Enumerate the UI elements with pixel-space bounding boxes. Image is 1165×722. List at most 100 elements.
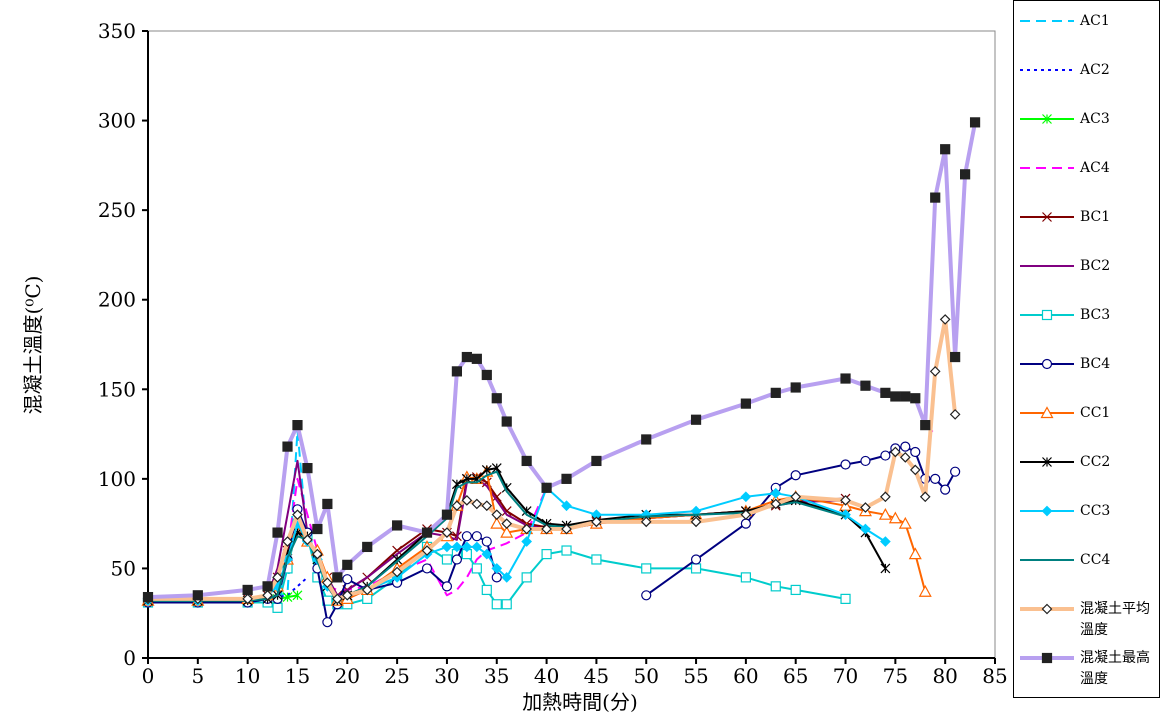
legend-item: CC4 — [1014, 540, 1161, 589]
x-tick-label: 55 — [683, 664, 708, 688]
marker — [501, 416, 512, 427]
legend-label: CC2 — [1080, 454, 1111, 470]
marker — [690, 414, 702, 425]
marker — [890, 446, 901, 458]
marker — [362, 541, 373, 553]
marker — [421, 545, 433, 556]
marker — [840, 593, 851, 604]
marker — [1041, 652, 1053, 664]
marker — [272, 572, 283, 583]
marker — [272, 602, 283, 613]
marker — [561, 523, 572, 535]
marker — [242, 593, 253, 605]
x-tick-label: 20 — [335, 664, 360, 688]
marker — [920, 420, 931, 431]
marker — [471, 563, 482, 574]
legend-label: CC1 — [1080, 405, 1111, 421]
marker — [880, 450, 891, 461]
marker — [860, 455, 871, 467]
marker — [342, 574, 353, 585]
y-tick-label: 100 — [98, 467, 136, 491]
marker — [361, 584, 373, 596]
series — [141, 464, 932, 606]
x-tick-label: 30 — [434, 664, 459, 688]
x-tick-label: 85 — [982, 664, 1007, 688]
x-tick-label: 40 — [534, 664, 559, 688]
legend-swatch — [1020, 406, 1074, 419]
x-tick-label: 35 — [484, 664, 509, 688]
series-line — [148, 470, 846, 602]
marker — [770, 581, 781, 592]
marker — [441, 554, 453, 565]
marker — [500, 525, 514, 538]
marker — [899, 452, 911, 463]
marker — [910, 393, 921, 404]
marker — [860, 380, 871, 391]
legend-swatch — [1020, 309, 1074, 321]
marker — [860, 523, 871, 535]
legend-item: CC3 — [1014, 491, 1161, 540]
marker — [860, 502, 871, 513]
chart: 加熱時間(分) 混凝土溫度(⁰C) 0 50 100 150 200 250 300 350 0… — [21, 19, 1008, 714]
marker — [591, 455, 602, 467]
legend-item: AC4 — [1014, 148, 1161, 197]
marker — [969, 117, 981, 128]
marker — [292, 420, 303, 431]
marker — [322, 577, 333, 589]
marker — [949, 409, 961, 420]
marker — [451, 366, 463, 377]
marker — [451, 541, 463, 553]
marker — [471, 498, 483, 510]
marker — [541, 523, 552, 535]
legend-item: BC4 — [1014, 344, 1161, 393]
marker — [490, 516, 504, 529]
legend-item: CC1 — [1014, 393, 1161, 442]
marker — [481, 548, 493, 560]
marker — [561, 545, 572, 556]
legend-label: BC3 — [1080, 307, 1111, 323]
marker — [880, 491, 891, 503]
marker — [740, 398, 751, 409]
y-tick-label: 350 — [98, 19, 136, 43]
marker — [481, 536, 492, 547]
marker — [939, 314, 951, 325]
marker — [960, 169, 971, 180]
marker — [1041, 505, 1053, 517]
marker — [282, 592, 293, 603]
y-tick-label: 0 — [123, 646, 136, 670]
marker — [481, 500, 493, 512]
marker — [461, 541, 473, 553]
marker — [312, 548, 323, 560]
marker — [441, 527, 453, 538]
marker — [461, 351, 472, 363]
x-axis-label: 加熱時間(分) — [522, 690, 638, 714]
legend-item: AC3 — [1014, 99, 1161, 148]
legend-swatch — [1020, 69, 1074, 71]
marker — [441, 541, 453, 553]
legend-label: AC1 — [1080, 13, 1110, 29]
marker — [441, 581, 453, 592]
marker — [521, 523, 533, 535]
marker — [272, 527, 283, 538]
marker — [521, 572, 532, 583]
series-line — [148, 429, 309, 602]
x-tick-label: 45 — [584, 664, 609, 688]
marker — [391, 566, 403, 578]
marker — [908, 547, 922, 560]
marker — [740, 572, 751, 583]
marker — [940, 144, 951, 155]
y-tick-label: 300 — [98, 109, 136, 133]
legend-item: BC1 — [1014, 197, 1161, 246]
legend-label: CC4 — [1080, 552, 1111, 568]
legend-swatch — [1020, 212, 1074, 222]
legend-swatch — [1020, 20, 1074, 22]
marker — [421, 563, 433, 574]
y-tick-label: 250 — [98, 198, 136, 222]
marker — [491, 563, 503, 574]
marker — [561, 473, 572, 484]
marker — [521, 455, 532, 467]
legend-item: 混凝土最高溫度 — [1014, 638, 1161, 687]
marker — [898, 516, 912, 529]
marker — [312, 523, 323, 535]
